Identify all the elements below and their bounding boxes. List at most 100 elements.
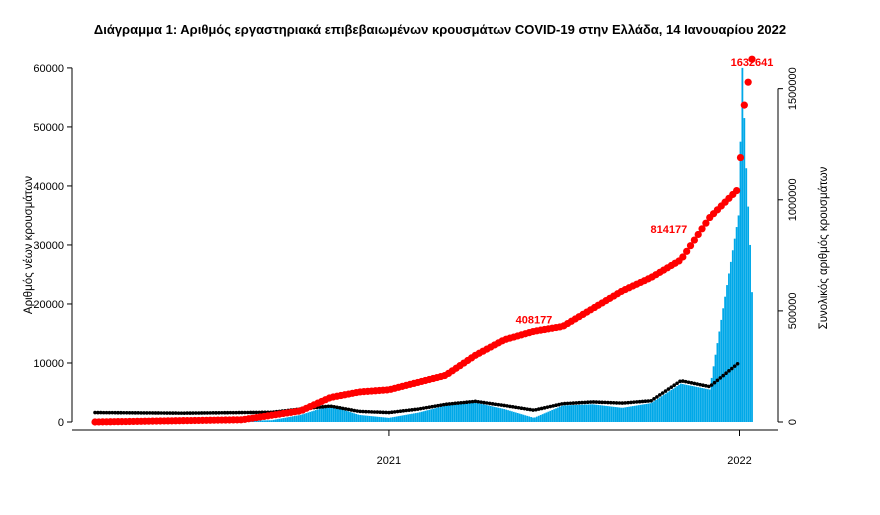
daily-case-bar — [639, 404, 642, 422]
daily-case-bar — [255, 420, 258, 422]
daily-case-bar — [412, 413, 415, 422]
moving-average-point — [436, 403, 440, 408]
daily-case-bar — [447, 405, 450, 422]
daily-case-bar — [263, 420, 265, 422]
moving-average-point — [485, 401, 489, 405]
daily-case-bar — [318, 408, 321, 422]
moving-average-point — [343, 407, 348, 411]
daily-case-bar — [697, 387, 700, 422]
moving-average-point — [539, 406, 544, 411]
moving-average-point — [433, 404, 437, 408]
moving-average-point — [441, 402, 446, 407]
moving-average-point — [119, 410, 123, 415]
moving-average-point — [398, 409, 403, 413]
moving-average-point — [571, 401, 576, 405]
daily-case-bar — [299, 414, 302, 422]
moving-average-point — [153, 411, 158, 415]
daily-case-bar — [472, 402, 475, 422]
moving-average-point — [637, 399, 642, 404]
moving-average-point — [482, 400, 486, 405]
daily-case-bar — [278, 418, 281, 422]
moving-average-point — [462, 400, 466, 405]
moving-average-point — [364, 409, 368, 414]
moving-average-point — [715, 378, 720, 383]
daily-case-bar — [482, 404, 484, 422]
daily-case-bar — [674, 387, 677, 422]
daily-case-bar — [449, 405, 452, 422]
daily-case-bar — [683, 384, 686, 422]
moving-average-point — [205, 411, 210, 415]
daily-case-bar — [712, 366, 715, 422]
daily-case-bar — [391, 417, 394, 422]
daily-case-bar — [724, 296, 727, 422]
daily-case-bar — [376, 416, 379, 422]
y-tick-label: 10000 — [33, 358, 64, 370]
daily-case-bar — [566, 405, 569, 422]
moving-average-point — [208, 411, 213, 415]
moving-average-point — [361, 409, 365, 414]
moving-average-point — [727, 369, 731, 373]
daily-case-bar — [735, 227, 738, 422]
moving-average-point — [678, 379, 682, 384]
daily-case-bar — [363, 415, 365, 422]
moving-average-point — [430, 404, 434, 409]
daily-case-bar — [645, 403, 648, 422]
daily-case-bar — [480, 403, 483, 422]
daily-case-bar — [364, 415, 367, 422]
moving-average-point — [116, 410, 120, 415]
daily-case-bar — [651, 402, 654, 422]
moving-average-point — [473, 399, 478, 404]
moving-average-point — [369, 410, 374, 414]
daily-case-bar — [695, 386, 698, 422]
moving-average-point — [251, 410, 256, 415]
moving-average-point — [724, 371, 728, 376]
daily-case-bar — [461, 403, 463, 422]
moving-average-point — [444, 402, 449, 407]
daily-case-bar — [666, 392, 669, 422]
daily-case-bar — [416, 412, 419, 422]
daily-case-bar — [407, 414, 410, 422]
daily-case-bar — [326, 406, 329, 422]
daily-case-bar — [466, 403, 469, 422]
daily-case-bar — [297, 415, 300, 422]
x-tick-label: 2021 — [377, 455, 401, 467]
moving-average-point — [381, 410, 385, 415]
cumulative-point — [744, 78, 752, 86]
daily-case-bar — [414, 413, 417, 422]
daily-case-bar — [539, 414, 542, 422]
moving-average-point — [490, 402, 495, 406]
daily-case-bar — [535, 416, 538, 422]
daily-case-bar — [439, 406, 442, 422]
moving-average-point — [222, 410, 227, 415]
daily-case-bar — [747, 206, 750, 422]
daily-case-bar — [631, 406, 634, 422]
moving-average-point — [513, 405, 518, 410]
moving-average-point — [130, 411, 135, 415]
daily-case-bar — [295, 415, 298, 422]
cumulative-point — [702, 219, 710, 227]
moving-average-point — [459, 400, 463, 405]
moving-average-point — [335, 405, 339, 410]
daily-case-bar — [378, 416, 381, 422]
daily-case-bar — [518, 413, 521, 422]
daily-case-bar — [626, 407, 629, 422]
moving-average-point — [614, 401, 619, 405]
daily-case-bar — [464, 403, 467, 422]
moving-average-point — [139, 411, 143, 415]
moving-average-point — [721, 373, 725, 378]
moving-average-point — [585, 400, 590, 405]
moving-average-point — [349, 408, 354, 412]
moving-average-point — [257, 410, 262, 415]
daily-case-bar — [382, 417, 385, 422]
daily-case-bar — [507, 410, 509, 422]
moving-average-point — [231, 410, 236, 415]
daily-case-bar — [643, 404, 646, 422]
moving-average-point — [502, 403, 506, 408]
daily-case-bar — [395, 416, 398, 422]
moving-average-point — [681, 379, 685, 383]
moving-average-point — [672, 383, 676, 388]
moving-average-point — [706, 384, 711, 389]
daily-case-bar — [487, 405, 490, 422]
daily-case-bar — [558, 406, 561, 422]
daily-case-bar — [453, 404, 456, 422]
